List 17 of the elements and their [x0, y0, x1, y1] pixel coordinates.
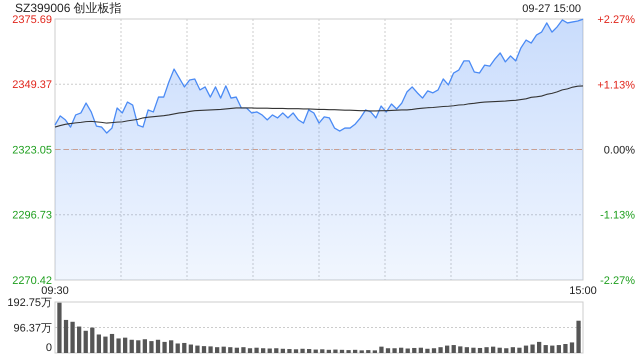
- x-tick-label: 09:30: [41, 285, 69, 297]
- chart-title: SZ399006 创业板指: [15, 1, 122, 15]
- y-tick-label: 0: [46, 342, 52, 354]
- y-tick-label: 2375.69: [12, 14, 52, 26]
- y2-tick-label: -2.27%: [600, 274, 636, 287]
- y-tick-label: 192.75万: [7, 296, 52, 309]
- y-tick-label: 2323.05: [12, 144, 52, 156]
- y2-tick-label: +1.13%: [597, 79, 636, 92]
- y2-tick-label: 0.00%: [604, 144, 636, 156]
- y-tick-label: 2270.42: [12, 274, 52, 287]
- y-tick-label: 2349.37: [12, 79, 52, 92]
- y2-tick-label: -1.13%: [600, 209, 636, 222]
- x-tick-label: 15:00: [569, 285, 597, 297]
- text: 09-27 15:00: [522, 3, 581, 15]
- y-tick-label: 96.37万: [13, 322, 52, 334]
- y-tick-label: 2296.73: [12, 210, 52, 222]
- y2-tick-label: +2.27%: [597, 14, 636, 26]
